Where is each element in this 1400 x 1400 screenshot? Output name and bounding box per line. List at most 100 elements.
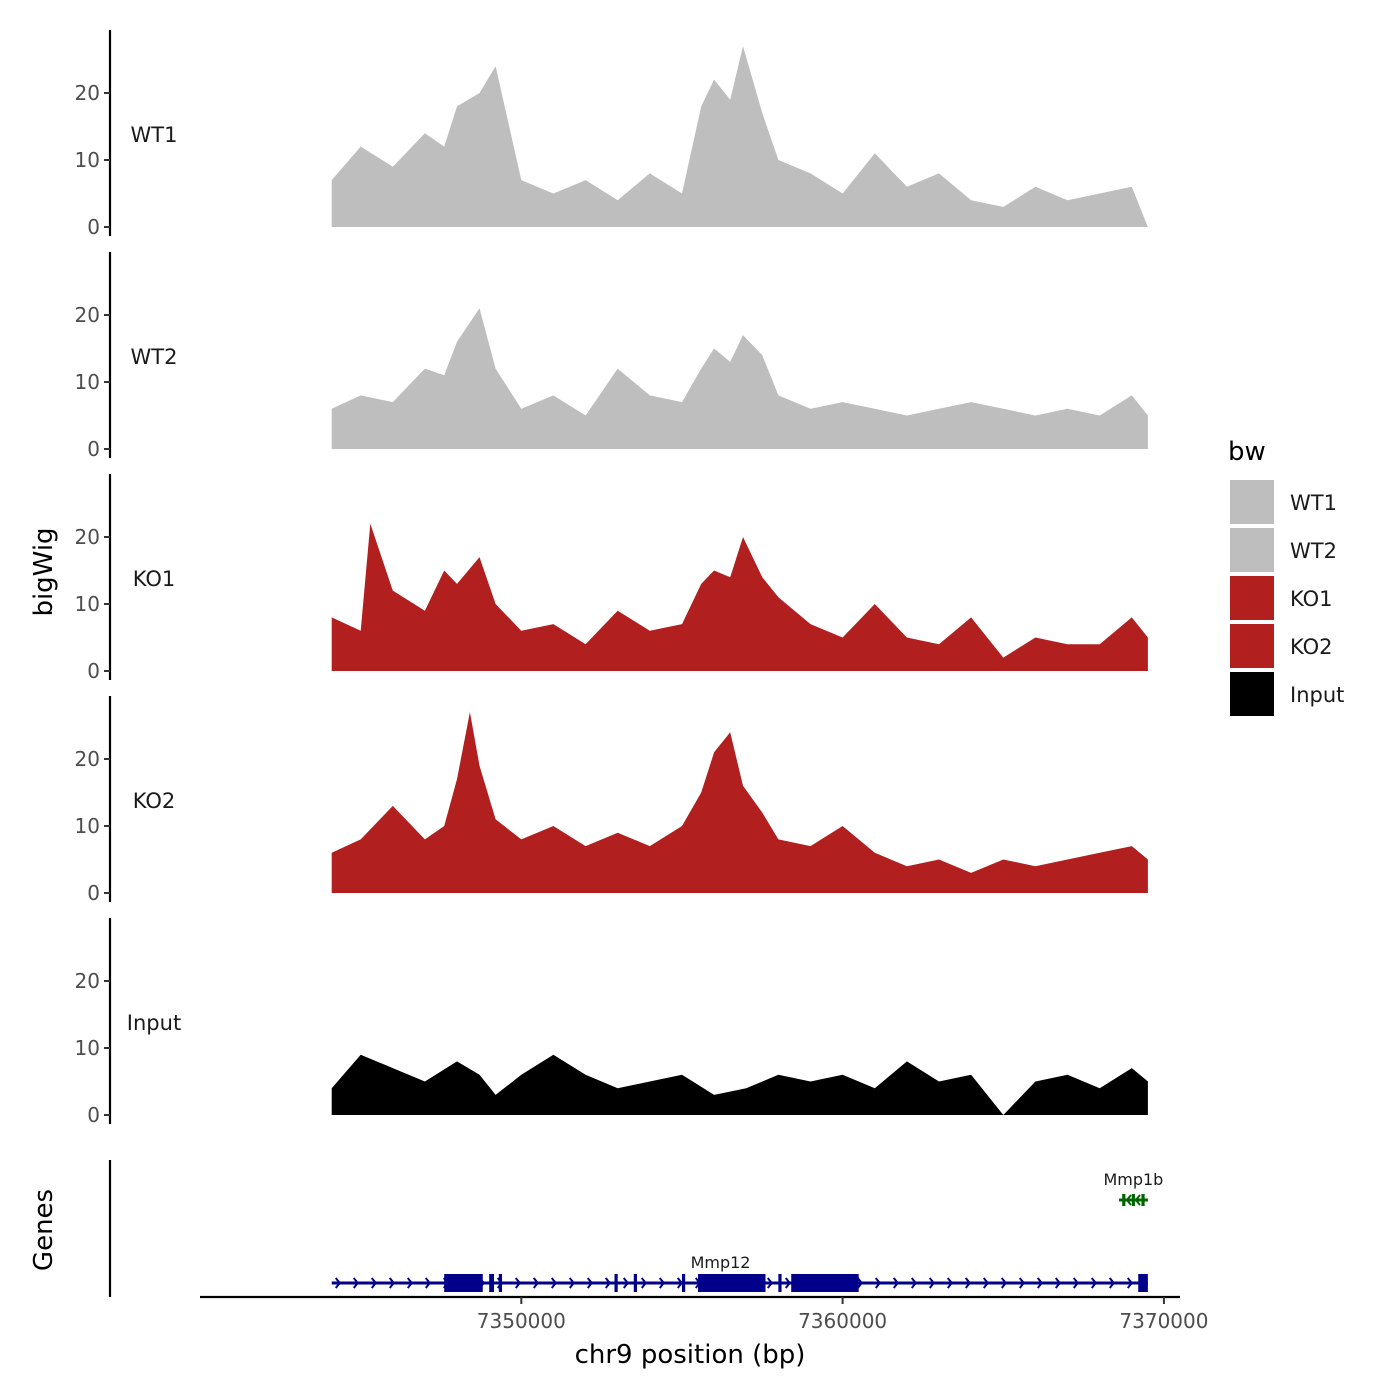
y-tick-label: 10: [75, 370, 100, 394]
legend-label: WT1: [1290, 491, 1337, 515]
strand-arrow: [1000, 1277, 1008, 1289]
strand-arrow: [1036, 1277, 1044, 1289]
y-tick-label: 10: [75, 1036, 100, 1060]
gene-exon: [1141, 1194, 1145, 1206]
strand-arrow: [1108, 1277, 1116, 1289]
legend-swatch: [1230, 480, 1274, 524]
gene-annotation-panel: Mmp12 Mmp1b: [108, 1160, 1163, 1297]
gene-exon: [633, 1274, 637, 1292]
track-label: WT1: [131, 123, 178, 147]
strand-arrow: [406, 1277, 414, 1289]
legend-swatch: [1230, 624, 1274, 668]
strand-arrow: [370, 1277, 378, 1289]
y-tick-label: 20: [75, 303, 100, 327]
strand-arrow: [586, 1277, 594, 1289]
track-ko1: 0 10 20 KO1: [75, 474, 1148, 683]
strand-arrow: [1018, 1277, 1026, 1289]
coverage-tracks: 0 10 20 WT1 0 10 20 WT2 0 10 20 KO1 0 10 20 KO2 0 10 20 Inp…: [75, 30, 1148, 1127]
gene-exon: [1131, 1194, 1136, 1206]
strand-arrow: [1126, 1277, 1134, 1289]
strand-arrow: [388, 1277, 396, 1289]
strand-arrow: [1090, 1277, 1098, 1289]
gene-mmp12: Mmp12: [331, 1253, 1148, 1292]
strand-arrow: [928, 1277, 936, 1289]
strand-arrow: [856, 1277, 864, 1289]
strand-arrow: [1134, 1194, 1141, 1206]
gene-exon: [614, 1274, 618, 1292]
strand-arrow: [640, 1277, 648, 1289]
y-tick-label: 20: [75, 747, 100, 771]
x-tick-label: 7350000: [477, 1309, 566, 1333]
gene-exon: [681, 1274, 686, 1292]
strand-arrow: [568, 1277, 576, 1289]
strand-arrow: [874, 1277, 882, 1289]
track-wt1: 0 10 20 WT1: [75, 30, 1148, 239]
track-label: KO2: [133, 789, 176, 813]
legend-item-wt2: WT2: [1230, 528, 1337, 572]
strand-arrow: [352, 1277, 360, 1289]
gene-exon: [1138, 1274, 1148, 1292]
strand-arrow: [1072, 1277, 1080, 1289]
track-wt2: 0 10 20 WT2: [75, 252, 1148, 461]
legend-item-ko1: KO1: [1230, 576, 1333, 620]
track-ko2: 0 10 20 KO2: [75, 696, 1148, 905]
coverage-area-wt1: [331, 46, 1148, 227]
x-tick-label: 7360000: [798, 1309, 887, 1333]
y-tick-label: 0: [87, 659, 100, 683]
y-tick-label: 0: [87, 881, 100, 905]
legend: bw WT1 WT2 KO1 KO2 Input: [1228, 437, 1344, 716]
legend-label: KO2: [1290, 635, 1333, 659]
y-tick-label: 20: [75, 969, 100, 993]
legend-swatch: [1230, 528, 1274, 572]
legend-item-wt1: WT1: [1230, 480, 1337, 524]
coverage-area-ko1: [331, 523, 1148, 671]
genes-axis-title: Genes: [29, 1189, 59, 1271]
legend-item-ko2: KO2: [1230, 624, 1333, 668]
strand-arrow: [658, 1277, 666, 1289]
y-tick-label: 10: [75, 814, 100, 838]
y-tick-label: 0: [87, 437, 100, 461]
strand-arrow: [532, 1277, 540, 1289]
gene-exon: [498, 1274, 503, 1292]
y-tick-label: 0: [87, 1103, 100, 1127]
strand-arrow: [766, 1277, 774, 1289]
legend-label: Input: [1290, 683, 1344, 707]
gene-label: Mmp12: [691, 1253, 751, 1272]
strand-arrow: [892, 1277, 900, 1289]
coverage-area-input: [331, 1054, 1148, 1115]
strand-arrow: [676, 1277, 684, 1289]
y-tick-label: 10: [75, 148, 100, 172]
x-axis-title: chr9 position (bp): [575, 1340, 806, 1370]
legend-label: WT2: [1290, 539, 1337, 563]
y-axis-title: bigWig: [29, 527, 59, 616]
strand-arrow: [334, 1277, 342, 1289]
strand-arrow: [622, 1277, 630, 1289]
strand-arrow: [550, 1277, 558, 1289]
strand-arrow: [982, 1277, 990, 1289]
gene-exon: [444, 1274, 483, 1292]
legend-label: KO1: [1290, 587, 1333, 611]
gene-exon: [1122, 1194, 1126, 1206]
strand-arrow: [946, 1277, 954, 1289]
legend-item-input: Input: [1230, 672, 1344, 716]
gene-exon: [698, 1274, 766, 1292]
strand-arrow: [910, 1277, 918, 1289]
gene-exon: [489, 1274, 494, 1292]
track-input: 0 10 20 Input: [75, 918, 1148, 1127]
strand-arrow: [604, 1277, 612, 1289]
gene-exon: [778, 1274, 782, 1292]
strand-arrow: [424, 1277, 432, 1289]
track-label: Input: [127, 1011, 181, 1035]
strand-arrow: [784, 1277, 792, 1289]
track-label: WT2: [131, 345, 178, 369]
legend-swatch: [1230, 576, 1274, 620]
coverage-area-wt2: [331, 308, 1148, 449]
gene-label: Mmp1b: [1103, 1170, 1163, 1189]
x-axis: 7350000 7360000 7370000: [200, 1295, 1208, 1333]
strand-arrow: [1054, 1277, 1062, 1289]
strand-arrow: [964, 1277, 972, 1289]
gene-mmp1b: Mmp1b: [1103, 1170, 1163, 1206]
legend-swatch: [1230, 672, 1274, 716]
strand-arrow: [514, 1277, 522, 1289]
